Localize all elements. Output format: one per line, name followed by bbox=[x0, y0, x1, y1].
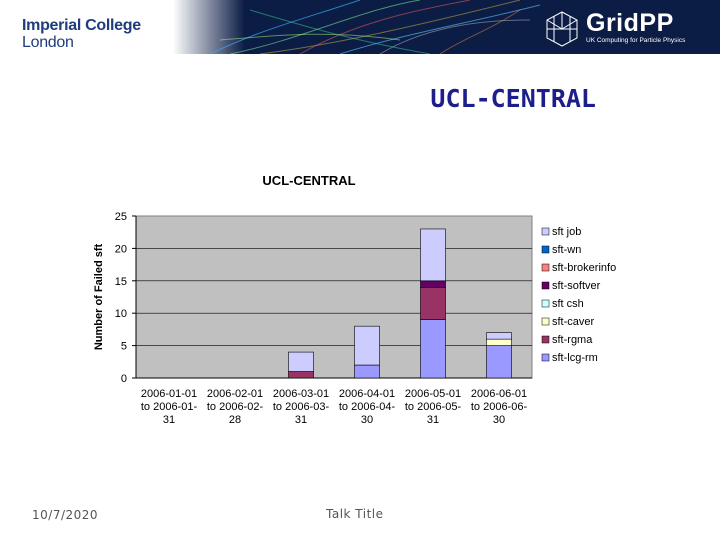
particle-tracks-decoration bbox=[209, 0, 541, 54]
legend-swatch bbox=[541, 227, 550, 236]
x-tick-label: 31 bbox=[163, 414, 175, 426]
x-tick-label: to 2006-05- bbox=[405, 401, 462, 413]
bar-segment bbox=[486, 338, 512, 346]
gridpp-logo: GridPP UK Computing for Particle Physics bbox=[542, 7, 702, 51]
x-tick-label: 30 bbox=[493, 414, 505, 426]
x-tick-label: to 2006-06- bbox=[471, 401, 528, 413]
banner-background bbox=[0, 0, 720, 54]
bar-segment bbox=[288, 371, 314, 379]
legend-swatch bbox=[541, 245, 550, 254]
legend-label: sft-wn bbox=[552, 244, 581, 256]
bar-segment bbox=[420, 319, 446, 379]
gridpp-wordmark: GridPP bbox=[586, 9, 674, 37]
legend-label: sft csh bbox=[552, 298, 584, 310]
header-banner: Imperial College London GridPP UK Comput… bbox=[0, 0, 720, 54]
x-tick-label: 2006-05-01 bbox=[405, 388, 461, 400]
bar-segment bbox=[354, 325, 380, 366]
legend-label: sft-brokerinfo bbox=[552, 262, 616, 274]
x-tick-label: 2006-06-01 bbox=[471, 388, 527, 400]
legend-label: sft-rgma bbox=[552, 334, 593, 346]
slide-title: UCL-CENTRAL bbox=[430, 84, 596, 113]
x-tick-label: 31 bbox=[295, 414, 307, 426]
bar-segment bbox=[420, 286, 446, 320]
gridpp-cube-icon bbox=[546, 11, 578, 47]
bar-chart-svg: UCL-CENTRAL 0 5 10 15 20 25 Number of Failed sf… bbox=[93, 173, 616, 426]
bar-segment bbox=[420, 228, 446, 282]
gridpp-tagline: UK Computing for Particle Physics bbox=[586, 37, 686, 44]
plot-area bbox=[135, 215, 533, 379]
x-tick-label: to 2006-02- bbox=[207, 401, 264, 413]
legend-swatch bbox=[541, 281, 550, 290]
x-tick-label: 2006-03-01 bbox=[273, 388, 329, 400]
chart-title: UCL-CENTRAL bbox=[262, 173, 355, 188]
x-tick-label: 30 bbox=[361, 414, 373, 426]
y-axis-label: Number of Failed sft bbox=[93, 243, 105, 350]
y-tick-label: 20 bbox=[115, 243, 127, 255]
legend-swatch bbox=[541, 335, 550, 344]
x-tick-label: to 2006-03- bbox=[273, 401, 330, 413]
footer-date: 10/7/2020 bbox=[32, 508, 99, 522]
y-tick-label: 15 bbox=[115, 276, 127, 288]
legend-swatch bbox=[541, 299, 550, 308]
legend-label: sft-lcg-rm bbox=[552, 352, 598, 364]
legend-swatch bbox=[541, 353, 550, 362]
bar-segment bbox=[486, 332, 512, 340]
imperial-college-logo: Imperial College London bbox=[22, 17, 141, 51]
legend-label: sft-caver bbox=[552, 316, 595, 328]
y-tick-label: 10 bbox=[115, 308, 127, 320]
legend-swatch bbox=[541, 317, 550, 326]
y-tick-label: 0 bbox=[121, 373, 127, 385]
x-tick-label: 31 bbox=[427, 414, 439, 426]
x-tick-label: 28 bbox=[229, 414, 241, 426]
bar-segment bbox=[486, 345, 512, 379]
x-tick-label: 2006-02-01 bbox=[207, 388, 263, 400]
logo-line-1: Imperial College bbox=[22, 17, 141, 34]
x-tick-label: 2006-04-01 bbox=[339, 388, 395, 400]
x-tick-label: 2006-01-01 bbox=[141, 388, 197, 400]
x-tick-label: to 2006-01- bbox=[141, 401, 198, 413]
y-tick-label: 25 bbox=[115, 211, 127, 223]
legend-label: sft job bbox=[552, 226, 581, 238]
chart: UCL-CENTRAL 0 5 10 15 20 25 Number of Failed sf… bbox=[86, 162, 636, 442]
footer-title: Talk Title bbox=[326, 507, 384, 521]
bar-segment bbox=[288, 351, 314, 372]
y-tick-label: 5 bbox=[121, 341, 127, 353]
legend-label: sft-softver bbox=[552, 280, 601, 292]
bar-segment bbox=[420, 280, 446, 288]
x-tick-label: to 2006-04- bbox=[339, 401, 396, 413]
bar-segment bbox=[354, 364, 380, 379]
legend-swatch bbox=[541, 263, 550, 272]
logo-line-2: London bbox=[22, 34, 74, 51]
